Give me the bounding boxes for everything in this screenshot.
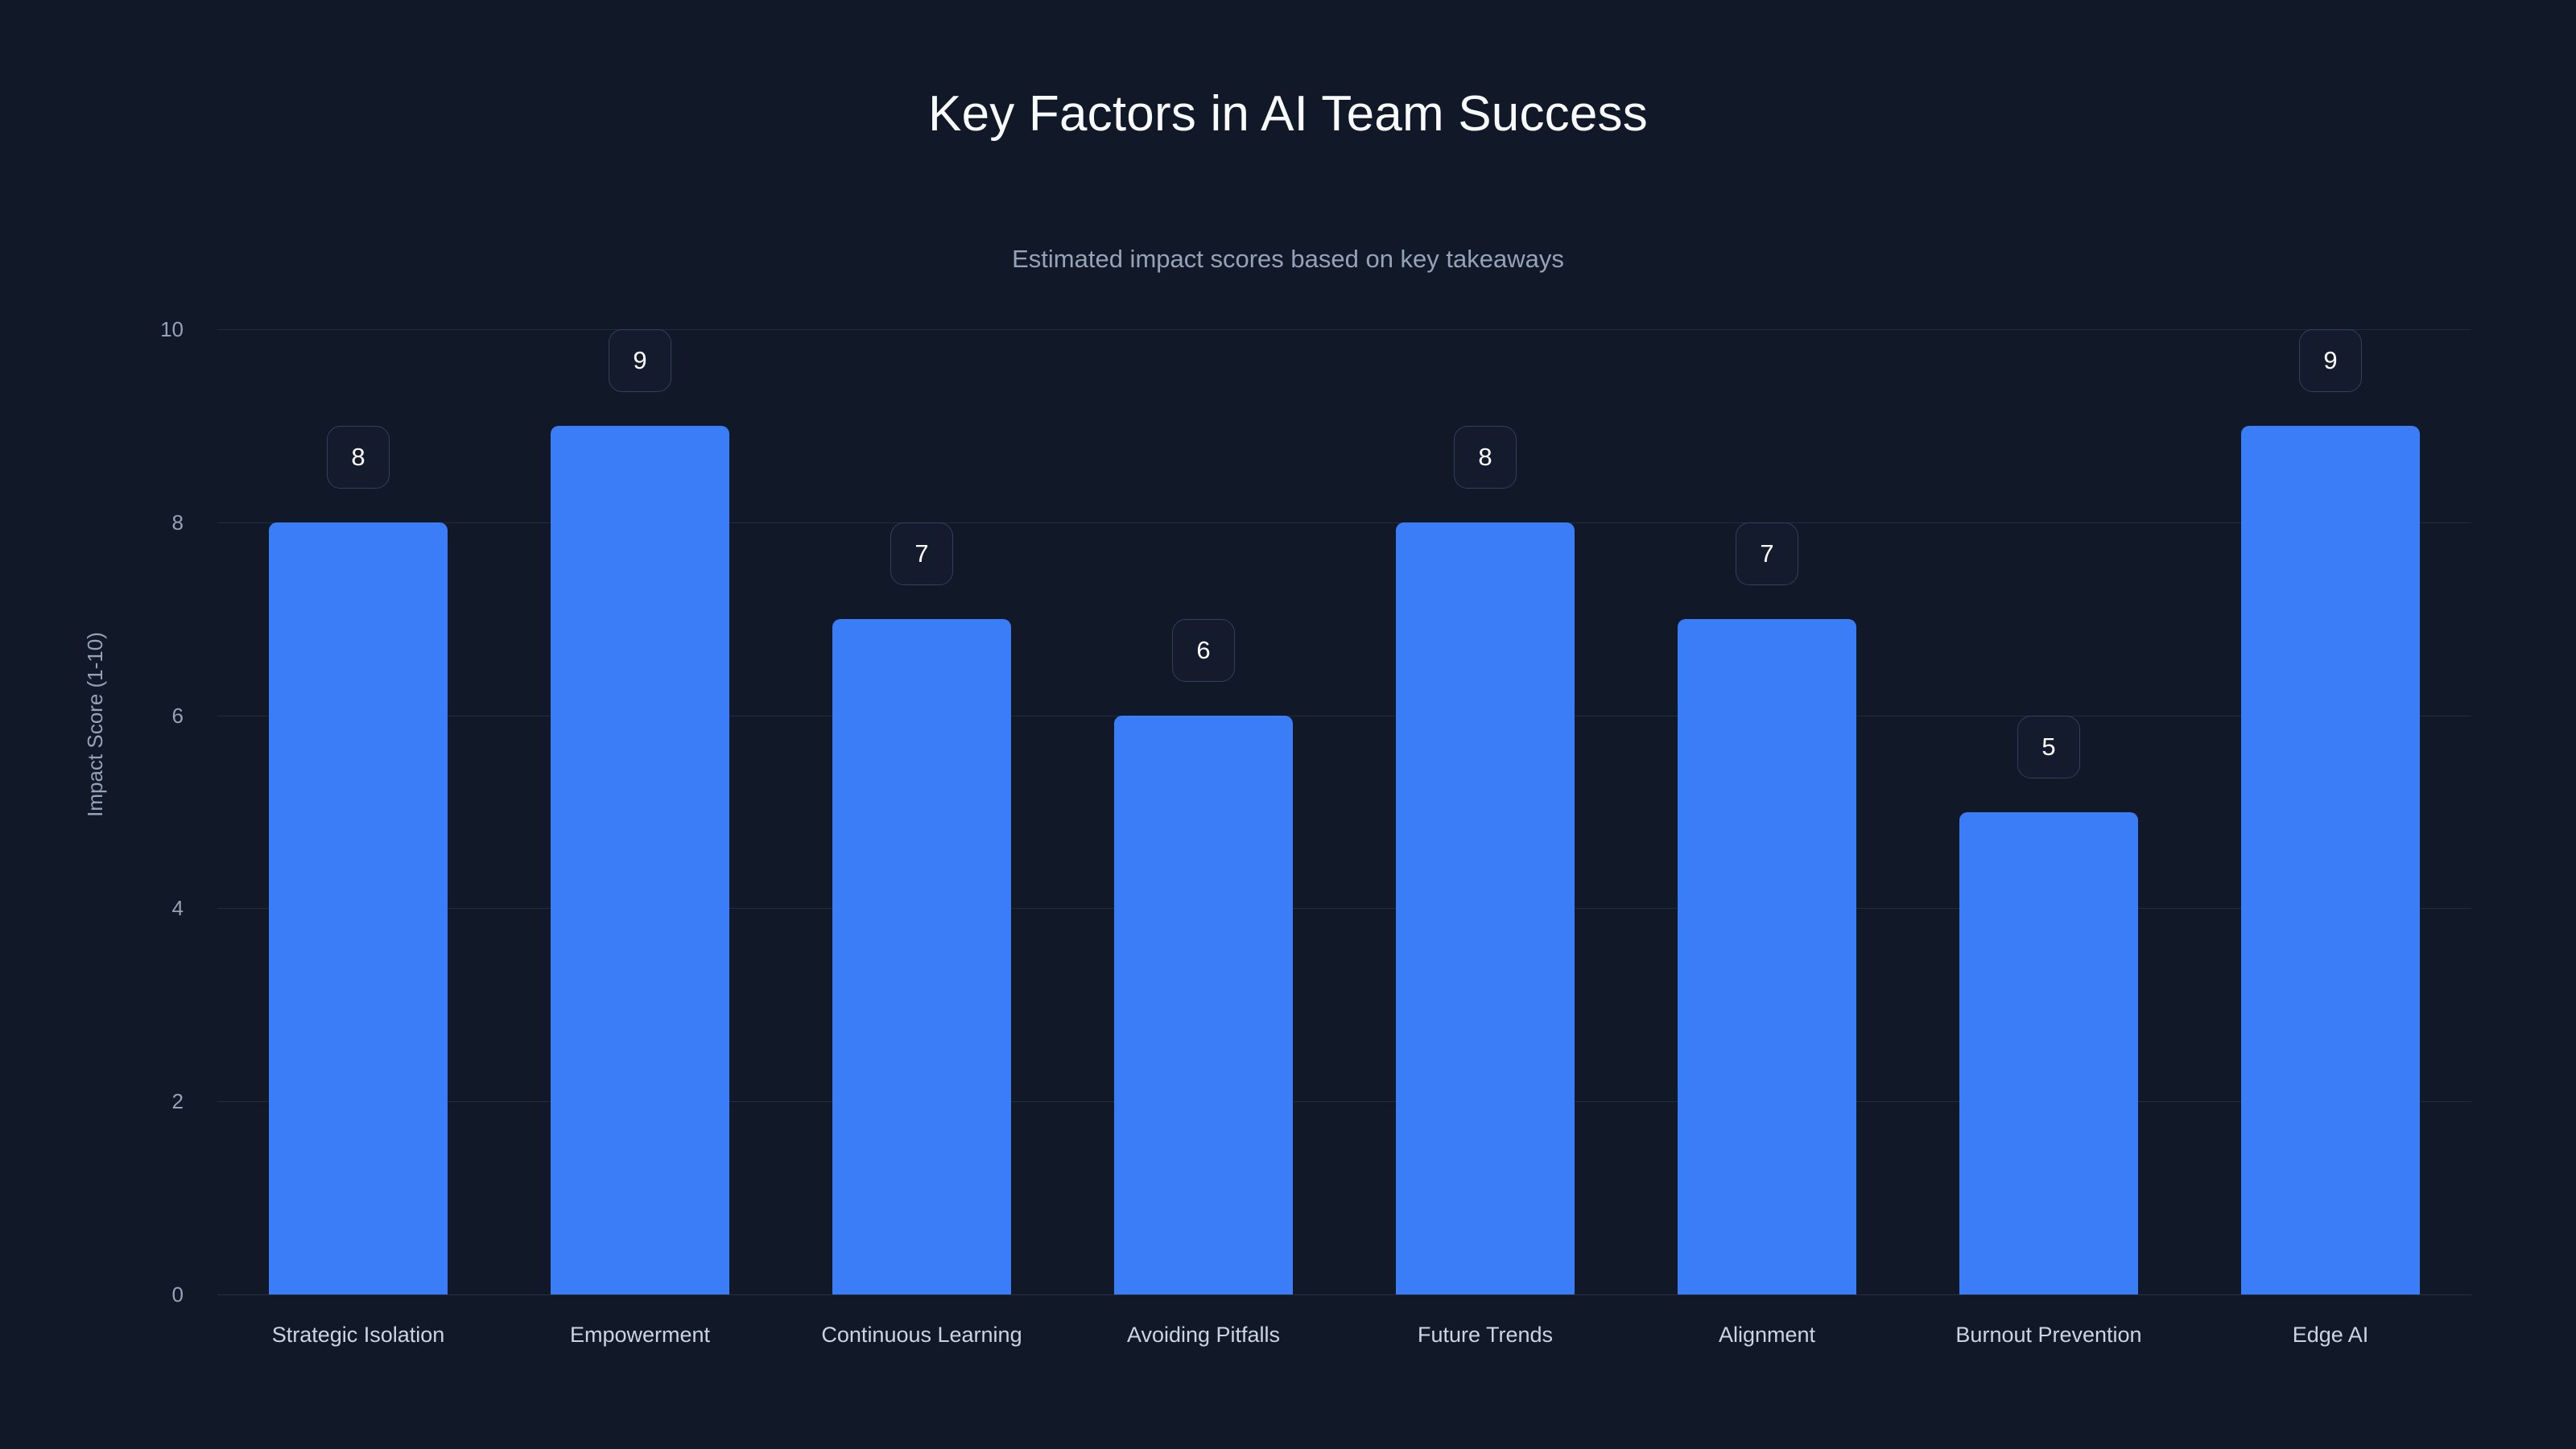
bar[interactable]	[1114, 715, 1293, 1294]
plot-area	[217, 329, 2471, 1295]
bar-value-badge: 6	[1172, 618, 1235, 682]
x-axis-tick-label: Continuous Learning	[821, 1323, 1022, 1347]
bar-value-badge: 9	[609, 328, 671, 392]
x-axis-tick-label: Empowerment	[569, 1323, 711, 1347]
gridline	[217, 1101, 2471, 1103]
y-axis-tick-label: 6	[171, 703, 184, 728]
gridline	[217, 329, 2471, 330]
bar-value-badge: 7	[1736, 522, 1798, 585]
y-axis-tick-label: 8	[171, 510, 184, 535]
x-axis-tick-label: Future Trends	[1417, 1323, 1554, 1347]
bar-value-badge: 7	[890, 522, 953, 585]
bar[interactable]	[1678, 618, 1856, 1294]
bar-value-badge: 8	[327, 425, 390, 489]
bar-value-badge: 8	[1454, 425, 1517, 489]
x-axis-tick-label: Edge AI	[2292, 1323, 2369, 1347]
chart-subtitle: Estimated impact scores based on key tak…	[1012, 245, 1564, 273]
y-axis-tick-label: 4	[171, 896, 184, 921]
gridline	[217, 522, 2471, 523]
bar[interactable]	[832, 618, 1011, 1294]
bar[interactable]	[551, 425, 729, 1294]
x-axis-tick-label: Avoiding Pitfalls	[1126, 1323, 1281, 1347]
gridline	[217, 908, 2471, 910]
bar-value-badge: 5	[2017, 715, 2080, 778]
bar[interactable]	[1396, 522, 1575, 1294]
chart-title: Key Factors in AI Team Success	[928, 86, 1648, 142]
bar[interactable]	[1959, 811, 2138, 1294]
bar-value-badge: 9	[2299, 328, 2362, 392]
y-axis-tick-label: 0	[171, 1282, 184, 1307]
bar[interactable]	[269, 522, 448, 1294]
bar[interactable]	[2241, 425, 2420, 1294]
x-axis-tick-label: Burnout Prevention	[1955, 1323, 2142, 1347]
y-axis-tick-label: 10	[160, 317, 184, 341]
x-axis-tick-label: Strategic Isolation	[271, 1323, 445, 1347]
y-axis-tick-label: 2	[171, 1089, 184, 1114]
x-axis-tick-label: Alignment	[1718, 1323, 1816, 1347]
gridline	[217, 1294, 2471, 1295]
